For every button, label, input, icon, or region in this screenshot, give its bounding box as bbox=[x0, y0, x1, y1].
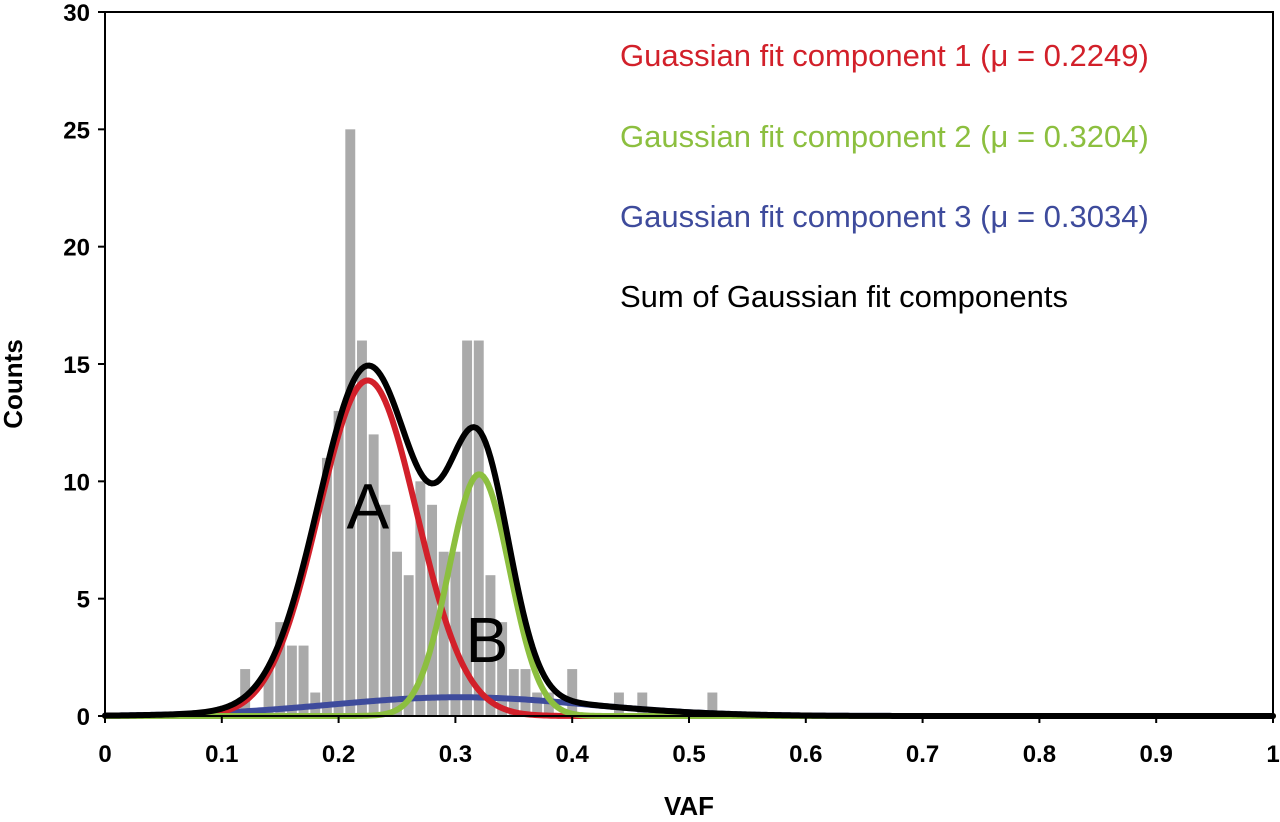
x-tick-label: 0.5 bbox=[672, 741, 705, 768]
histogram-bar bbox=[520, 669, 531, 716]
x-axis-title: VAF bbox=[664, 791, 714, 821]
histogram-bar bbox=[508, 669, 519, 716]
histogram-bar bbox=[427, 504, 438, 716]
histogram-bar bbox=[485, 575, 496, 716]
histogram-bar bbox=[707, 692, 718, 716]
histogram-bar bbox=[613, 692, 624, 716]
y-tick-label: 30 bbox=[63, 0, 90, 27]
histogram-bar bbox=[462, 340, 473, 716]
histogram-bar bbox=[532, 692, 543, 716]
x-tick-label: 0.3 bbox=[439, 741, 472, 768]
x-tick-label: 0.2 bbox=[322, 741, 355, 768]
peak-label-b: B bbox=[466, 604, 509, 676]
y-tick-label: 20 bbox=[63, 235, 90, 262]
histogram-bar bbox=[403, 575, 414, 716]
legend-entry: Guassian fit component 1 (μ = 0.2249) bbox=[620, 38, 1149, 73]
histogram-bar bbox=[392, 551, 402, 716]
x-tick-label: 0 bbox=[98, 741, 111, 768]
x-axis-ticks: 0 0.1 0.2 0.3 0.4 0.5 0.6 0.7 0.8 0.9 1 bbox=[98, 716, 1280, 768]
histogram-bar bbox=[345, 129, 356, 716]
x-tick-label: 0.6 bbox=[789, 741, 822, 768]
histogram-bar bbox=[321, 457, 332, 716]
histogram-bar bbox=[380, 504, 391, 716]
x-tick-label: 1 bbox=[1266, 741, 1279, 768]
legend: Guassian fit component 1 (μ = 0.2249) Gau… bbox=[620, 38, 1149, 314]
legend-entry: Sum of Gaussian fit components bbox=[620, 279, 1068, 314]
histogram-bar bbox=[240, 669, 251, 716]
histogram-bar bbox=[637, 692, 648, 716]
histogram-bar bbox=[286, 645, 297, 716]
y-tick-label: 15 bbox=[63, 352, 90, 379]
histogram-bar bbox=[415, 481, 426, 716]
x-tick-label: 0.7 bbox=[906, 741, 939, 768]
histogram-bar bbox=[263, 669, 274, 716]
histogram-bar bbox=[357, 340, 367, 716]
y-tick-label: 5 bbox=[77, 587, 90, 614]
x-tick-label: 0.1 bbox=[205, 741, 238, 768]
histogram-bar bbox=[473, 340, 484, 716]
y-axis-title: Counts bbox=[0, 339, 28, 429]
x-tick-label: 0.8 bbox=[1023, 741, 1056, 768]
legend-entry: Gaussian fit component 3 (μ = 0.3034) bbox=[620, 199, 1149, 234]
plot-frame bbox=[104, 11, 1274, 717]
x-tick-label: 0.4 bbox=[556, 741, 590, 768]
histogram-bar bbox=[298, 645, 309, 716]
histogram-bar bbox=[368, 434, 379, 716]
peak-label-a: A bbox=[346, 470, 389, 542]
legend-entry: Gaussian fit component 2 (μ = 0.3204) bbox=[620, 119, 1149, 154]
histogram-bar bbox=[497, 622, 508, 716]
y-tick-label: 10 bbox=[63, 469, 90, 496]
y-tick-label: 0 bbox=[77, 704, 90, 731]
histogram-bars bbox=[240, 129, 718, 716]
y-tick-label: 25 bbox=[63, 117, 90, 144]
x-tick-label: 0.9 bbox=[1140, 741, 1173, 768]
histogram-bar bbox=[450, 551, 461, 716]
y-axis-ticks: 0 5 10 15 20 25 30 bbox=[63, 0, 105, 731]
histogram-bar bbox=[275, 622, 286, 716]
peak-annotations: AB bbox=[346, 470, 508, 676]
histogram-bar bbox=[567, 669, 578, 716]
histogram-bar bbox=[333, 410, 344, 716]
histogram-bar bbox=[438, 551, 449, 716]
